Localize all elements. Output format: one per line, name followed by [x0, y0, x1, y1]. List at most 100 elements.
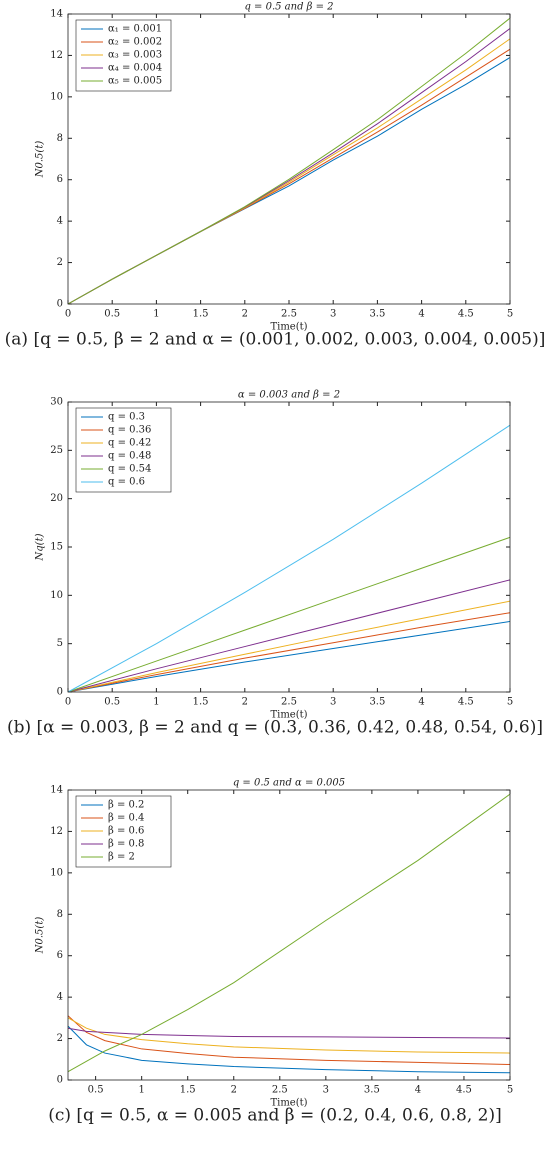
legend-label: β = 0.4	[108, 813, 144, 824]
y-tick-label: 0	[57, 687, 63, 698]
legend-label: α₄ = 0.004	[108, 63, 162, 74]
y-tick-label: 14	[50, 785, 63, 796]
x-tick-label: 0.5	[104, 697, 120, 708]
caption: (c) [q = 0.5, α = 0.005 and β = (0.2, 0.…	[48, 1106, 502, 1126]
x-tick-label: 3	[330, 697, 336, 708]
x-tick-label: 1	[138, 1085, 144, 1096]
line	[67, 1017, 511, 1054]
y-tick-label: 10	[50, 590, 63, 601]
legend-label: q = 0.36	[108, 425, 151, 436]
plot-frame	[67, 13, 511, 305]
line	[67, 579, 511, 693]
line	[67, 600, 511, 693]
x-tick-label: 2.5	[272, 1085, 288, 1096]
legend-label: q = 0.54	[108, 464, 151, 475]
x-axis-label: Time(t)	[270, 322, 307, 333]
x-tick-label: 2.5	[281, 309, 297, 320]
caption: (b) [α = 0.003, β = 2 and q = (0.3, 0.36…	[7, 718, 543, 738]
legend-label: q = 0.42	[108, 438, 151, 449]
line	[67, 536, 511, 693]
y-tick-label: 0	[57, 299, 63, 310]
chart: α = 0.003 and β = 2 0 0.5 1 1.5 2 2.5 3 3.5 4 4.5 5…	[7, 390, 543, 738]
x-tick-label: 5	[507, 697, 513, 708]
plot-frame	[67, 789, 511, 1081]
legend-label: α₁ = 0.001	[108, 24, 162, 35]
chart-title: α = 0.003 and β = 2	[238, 390, 340, 401]
x-tick-label: 0	[65, 309, 71, 320]
legend-label: α₅ = 0.005	[108, 76, 162, 87]
x-tick-label: 4.5	[456, 1085, 472, 1096]
y-tick-label: 15	[50, 542, 63, 553]
legend-label: α₃ = 0.003	[108, 50, 162, 61]
y-tick-label: 10	[50, 91, 63, 102]
x-tick-label: 2	[242, 697, 248, 708]
legend-label: β = 2	[108, 852, 135, 863]
chart-title: q = 0.5 and β = 2	[244, 2, 333, 13]
y-tick-label: 6	[57, 950, 63, 961]
chart: q = 0.5 and α = 0.005 0.5 1 1.5 2 2.5 3 3.5 4 4.5…	[35, 778, 514, 1126]
legend-label: q = 0.48	[108, 451, 151, 462]
y-tick-label: 8	[57, 909, 63, 920]
x-tick-label: 1.5	[193, 697, 209, 708]
line	[67, 620, 511, 693]
x-tick-label: 3	[330, 309, 336, 320]
x-axis-label: Time(t)	[270, 710, 307, 721]
y-tick-label: 12	[50, 826, 63, 837]
x-tick-label: 4	[418, 309, 424, 320]
y-tick-label: 10	[50, 867, 63, 878]
y-tick-label: 20	[50, 493, 63, 504]
x-tick-label: 0.5	[104, 309, 120, 320]
x-tick-label: 2	[231, 1085, 237, 1096]
legend-label: α₂ = 0.002	[108, 37, 162, 48]
x-tick-label: 0	[65, 697, 71, 708]
y-tick-label: 4	[57, 216, 63, 227]
x-tick-label: 2	[242, 309, 248, 320]
line	[67, 793, 511, 1073]
legend-label: β = 0.8	[108, 839, 144, 850]
x-tick-label: 1.5	[180, 1085, 196, 1096]
x-tick-label: 4.5	[458, 697, 474, 708]
legend-box	[75, 407, 172, 493]
y-axis-label: N0.5(t)	[35, 917, 46, 955]
x-tick-label: 1.5	[193, 309, 209, 320]
x-tick-label: 3	[323, 1085, 329, 1096]
y-tick-label: 8	[57, 133, 63, 144]
line	[67, 1025, 511, 1074]
y-tick-label: 2	[57, 257, 63, 268]
y-tick-label: 25	[50, 445, 63, 456]
x-tick-label: 5	[507, 1085, 513, 1096]
y-tick-label: 2	[57, 1033, 63, 1044]
x-tick-label: 1	[153, 309, 159, 320]
x-tick-label: 3.5	[364, 1085, 380, 1096]
line	[67, 424, 511, 693]
x-tick-label: 2.5	[281, 697, 297, 708]
legend-label: q = 0.6	[108, 477, 145, 488]
y-axis-label: Nq(t)	[35, 533, 46, 561]
x-tick-label: 3.5	[369, 309, 385, 320]
chart: q = 0.5 and β = 2 0 0.5 1 1.5 2 2.5 3 3.5 4 4.5 5 0 2…	[5, 2, 546, 350]
legend-label: q = 0.3	[108, 412, 145, 423]
line	[67, 612, 511, 693]
legend-label: β = 0.2	[108, 800, 144, 811]
y-axis-label: N0.5(t)	[35, 141, 46, 179]
x-tick-label: 4	[415, 1085, 421, 1096]
plot-frame	[67, 401, 511, 693]
line	[67, 17, 511, 305]
x-tick-label: 4.5	[458, 309, 474, 320]
y-tick-label: 14	[50, 9, 63, 20]
y-tick-label: 4	[57, 992, 63, 1003]
y-tick-label: 12	[50, 50, 63, 61]
line	[67, 1015, 511, 1065]
x-tick-label: 3.5	[369, 697, 385, 708]
y-tick-label: 30	[50, 397, 63, 408]
x-axis-label: Time(t)	[270, 1098, 307, 1109]
x-tick-label: 1	[153, 697, 159, 708]
chart-title: q = 0.5 and α = 0.005	[233, 778, 345, 789]
y-tick-label: 0	[57, 1075, 63, 1086]
caption: (a) [q = 0.5, β = 2 and α = (0.001, 0.00…	[5, 330, 546, 350]
legend-label: β = 0.6	[108, 826, 144, 837]
x-tick-label: 5	[507, 309, 513, 320]
y-tick-label: 5	[57, 638, 63, 649]
